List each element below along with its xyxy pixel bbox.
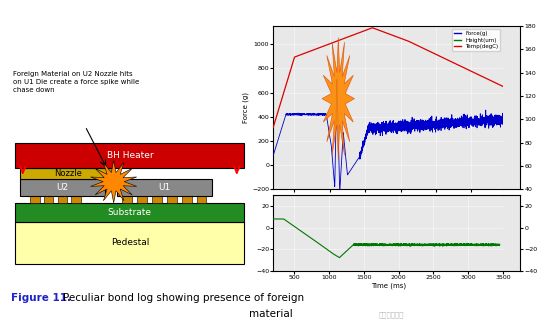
FancyBboxPatch shape — [71, 196, 81, 203]
FancyBboxPatch shape — [44, 196, 54, 203]
Text: material: material — [249, 309, 292, 319]
FancyBboxPatch shape — [15, 203, 245, 222]
Text: Substrate: Substrate — [108, 208, 152, 217]
FancyBboxPatch shape — [30, 196, 39, 203]
FancyBboxPatch shape — [58, 196, 67, 203]
FancyBboxPatch shape — [15, 143, 245, 168]
FancyBboxPatch shape — [21, 168, 113, 179]
Text: Nozzle: Nozzle — [54, 169, 82, 178]
Text: Figure 11.: Figure 11. — [11, 293, 71, 303]
Text: BH Heater: BH Heater — [107, 151, 153, 160]
Legend: Force(g), Height(um), Temp(degC): Force(g), Height(um), Temp(degC) — [452, 29, 500, 51]
Text: U1: U1 — [159, 183, 171, 192]
FancyBboxPatch shape — [167, 196, 176, 203]
FancyBboxPatch shape — [197, 196, 207, 203]
FancyBboxPatch shape — [152, 196, 162, 203]
Polygon shape — [322, 37, 354, 160]
Text: U2: U2 — [57, 183, 69, 192]
FancyBboxPatch shape — [21, 179, 105, 196]
Polygon shape — [90, 161, 137, 203]
Text: Peculiar bond log showing presence of foreign: Peculiar bond log showing presence of fo… — [63, 293, 305, 303]
FancyBboxPatch shape — [117, 179, 212, 196]
FancyBboxPatch shape — [137, 196, 147, 203]
X-axis label: Time (ms): Time (ms) — [371, 283, 406, 289]
FancyBboxPatch shape — [15, 222, 245, 264]
Text: 艾邦半导体网: 艾邦半导体网 — [379, 312, 404, 318]
FancyBboxPatch shape — [182, 196, 192, 203]
Text: Foreign Material on U2 Nozzle hits
on U1 Die create a force spike while
chase do: Foreign Material on U2 Nozzle hits on U1… — [13, 70, 139, 93]
Y-axis label: Force (g): Force (g) — [243, 92, 249, 123]
Text: Pedestal: Pedestal — [111, 238, 149, 247]
FancyBboxPatch shape — [122, 196, 132, 203]
